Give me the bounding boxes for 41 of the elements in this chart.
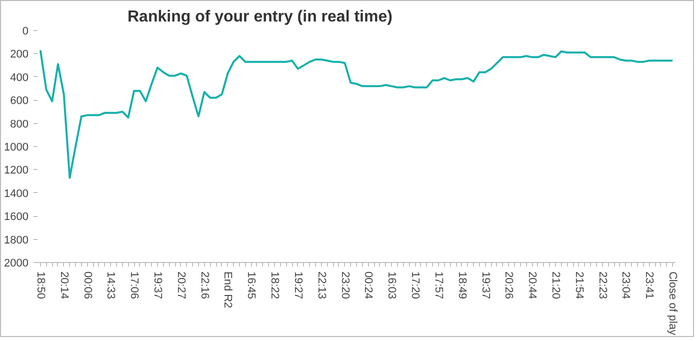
x-tick-label: 19:37 [479, 272, 492, 300]
x-tick-label: 19:37 [151, 272, 164, 300]
y-tick-label: 200 [10, 48, 29, 61]
x-tick-label: 17:06 [128, 272, 140, 300]
x-tick-label: 00:06 [81, 272, 94, 300]
x-tick-label: 18:50 [34, 272, 46, 300]
x-tick-label: 16:03 [386, 272, 398, 300]
y-tick-label: 1600 [4, 211, 29, 224]
x-tick-label: End R2 [222, 272, 234, 308]
y-tick-label: 400 [10, 72, 29, 84]
y-tick-label: 1200 [4, 164, 29, 177]
line-series [39, 49, 674, 179]
x-tick-label: 00:24 [362, 272, 374, 300]
y-tick-label: 1800 [4, 234, 29, 246]
y-tick-label: 800 [10, 118, 29, 130]
x-tick-label: 20:14 [58, 272, 70, 300]
x-tick-label: 23:20 [338, 272, 351, 300]
x-tick-label: 16:45 [245, 272, 258, 300]
x-tick-label: 20:27 [174, 272, 187, 300]
y-tick-label: 600 [10, 95, 29, 108]
x-tick-label: 18:22 [268, 272, 281, 300]
x-tick-label: 22:16 [198, 272, 210, 300]
x-tick-label: 20:26 [502, 272, 515, 300]
x-tick-label: 23:04 [620, 272, 632, 300]
x-tick-label: 21:20 [550, 272, 562, 300]
y-tick-label: 1400 [4, 188, 29, 200]
x-tick-label: 20:44 [526, 272, 538, 300]
x-tick-label: 22:23 [596, 272, 608, 300]
y-tick-label: 1000 [4, 142, 29, 154]
x-tick-label: 22:13 [315, 272, 328, 300]
chart-title: Ranking of your entry (in real time) [128, 8, 392, 26]
x-tick-label: 17:57 [432, 272, 444, 300]
y-tick-label: 0 [22, 26, 29, 38]
x-tick-label: 19:27 [292, 272, 304, 300]
x-tick-label: 14:33 [104, 272, 117, 300]
x-tick-label: 18:49 [456, 272, 468, 300]
x-tick-label: 21:54 [572, 272, 585, 300]
x-tick-label: Close of play [666, 272, 679, 336]
x-tick-label: 23:41 [643, 272, 656, 300]
y-tick-label: 2000 [4, 258, 29, 270]
x-tick-label: 17:20 [409, 272, 422, 300]
